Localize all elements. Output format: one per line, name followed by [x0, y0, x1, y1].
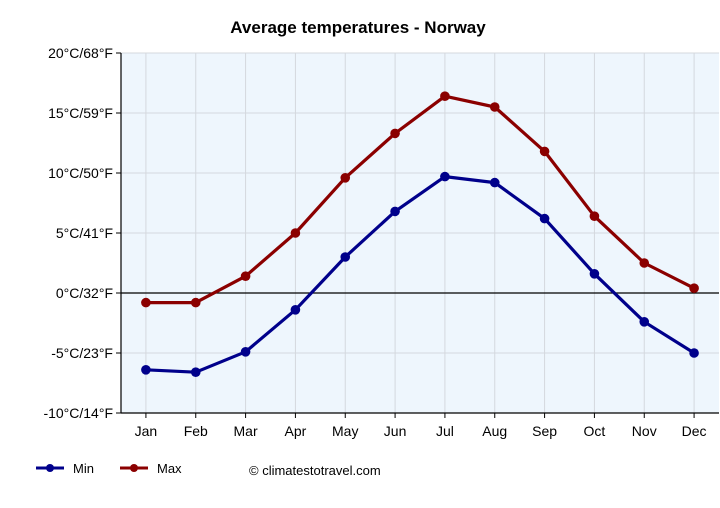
y-tick-label: -10°C/14°F [43, 405, 113, 421]
data-point-min [539, 213, 550, 224]
x-tick-label: Jan [135, 423, 158, 439]
x-tick-label: Nov [632, 423, 657, 439]
data-point-max [539, 146, 550, 157]
y-tick-label: 10°C/50°F [48, 165, 113, 181]
x-tick-label: Aug [482, 423, 507, 439]
y-tick-label: 20°C/68°F [48, 45, 113, 61]
data-point-max [141, 297, 151, 308]
x-tick-label: Sep [532, 423, 557, 439]
data-point-max [689, 283, 699, 294]
series-line-max [144, 94, 696, 305]
data-point-min [340, 252, 351, 262]
legend-marker-min [46, 464, 54, 472]
y-tick-label: 0°C/32°F [56, 285, 113, 301]
chart-title: Average temperatures - Norway [230, 18, 486, 37]
series-line-min [144, 175, 696, 374]
data-point-min [639, 317, 650, 327]
data-point-max [190, 297, 201, 308]
data-point-min [390, 206, 400, 217]
x-tick-label: Dec [682, 423, 707, 439]
series-layer [141, 91, 699, 378]
x-tick-label: Oct [584, 423, 606, 439]
data-point-max [589, 211, 600, 221]
x-tick-label: Jul [436, 423, 454, 439]
data-point-min [141, 365, 151, 375]
legend-label-max: Max [157, 461, 182, 476]
data-point-min [240, 347, 251, 357]
y-tick-label: 15°C/59°F [48, 105, 113, 121]
data-point-min [290, 305, 301, 315]
data-point-max [240, 271, 251, 282]
x-tick-label: Jun [384, 423, 407, 439]
data-point-min [589, 269, 600, 279]
legend-label-min: Min [73, 461, 94, 476]
y-tick-label: 5°C/41°F [56, 225, 113, 241]
data-point-min [689, 348, 699, 358]
data-point-min [440, 171, 450, 182]
data-point-max [290, 228, 301, 238]
data-point-max [390, 128, 400, 139]
x-tick-label: Mar [234, 423, 258, 439]
data-point-min [190, 367, 201, 378]
axis-layer: 20°C/68°F 15°C/59°F 10°C/50°F 5°C/41°F 0°C/3… [43, 45, 719, 439]
data-point-min [489, 177, 500, 188]
legend-marker-max [130, 464, 138, 472]
data-point-max [340, 173, 351, 183]
x-tick-label: Apr [285, 423, 307, 439]
x-tick-label: Feb [184, 423, 208, 439]
data-point-max [639, 258, 650, 268]
x-tick-label: May [332, 423, 358, 439]
credit-text: © climatestotravel.com [249, 463, 381, 478]
y-tick-label: -5°C/23°F [51, 345, 113, 361]
data-point-max [440, 91, 450, 101]
legend: Min Max [36, 461, 182, 476]
data-point-max [489, 102, 500, 112]
